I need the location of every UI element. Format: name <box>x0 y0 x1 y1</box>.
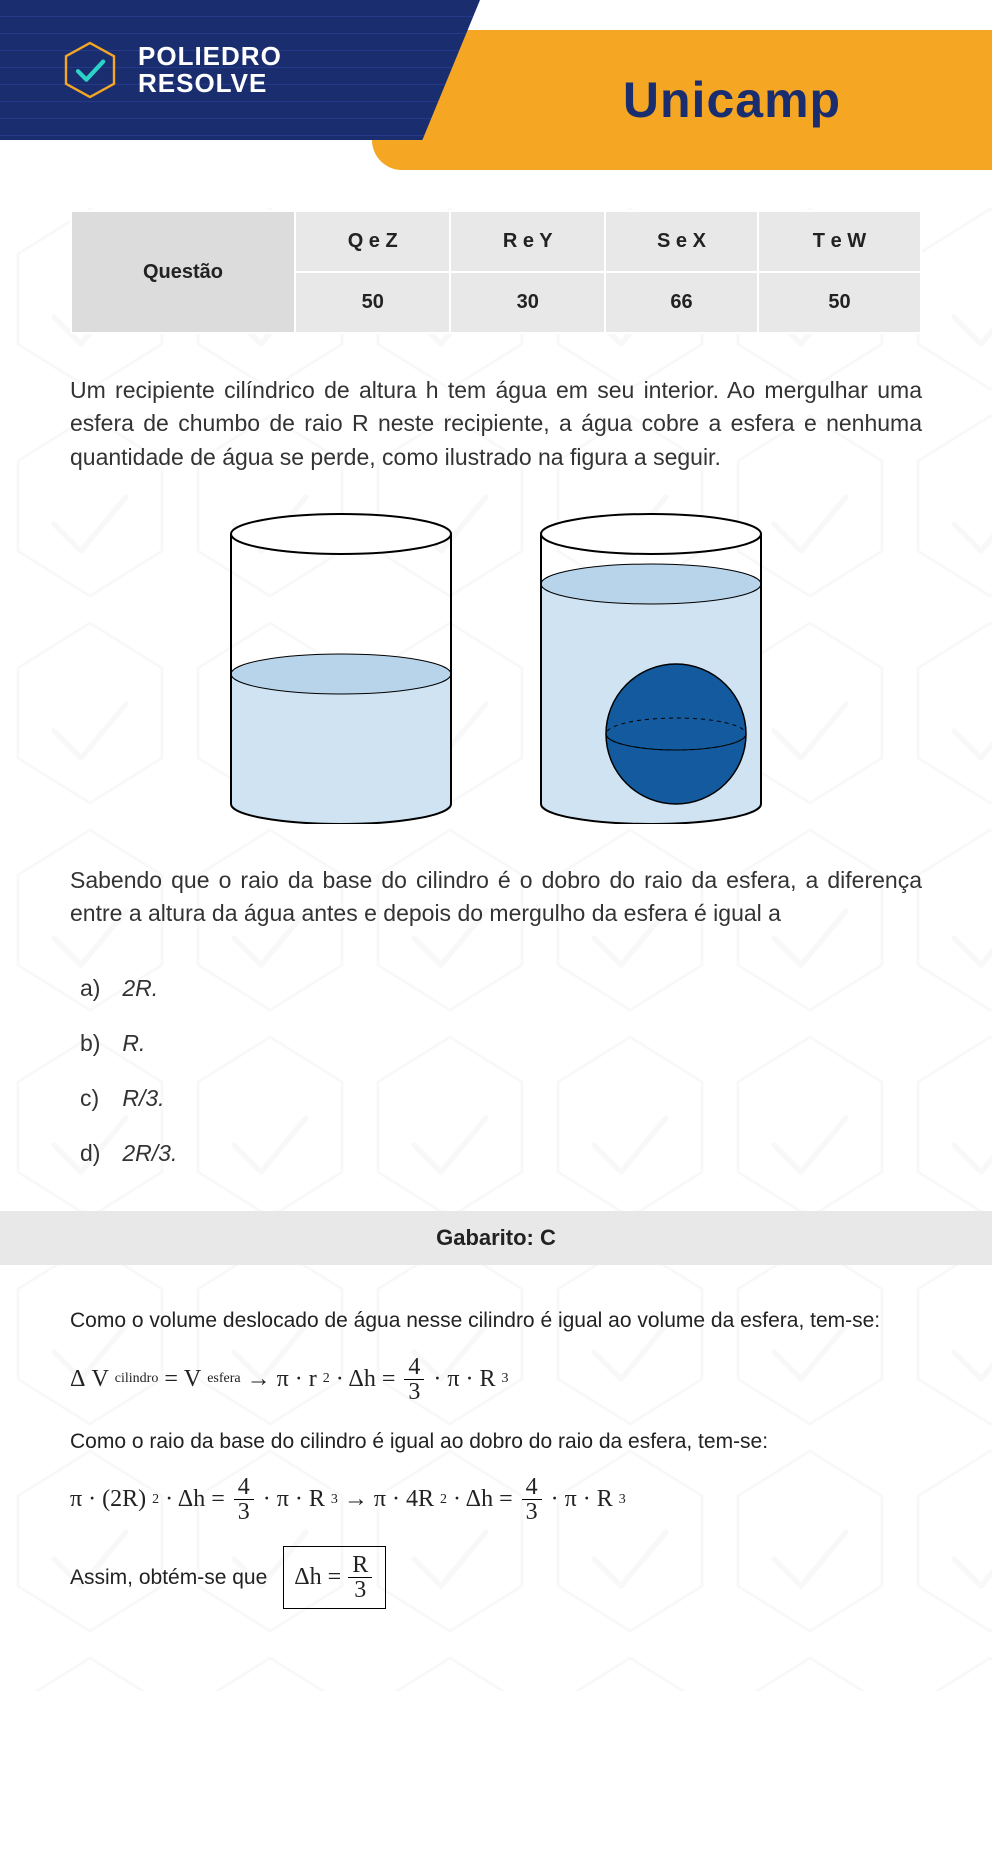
eq-sup: 2 <box>152 1492 159 1508</box>
alt-text: 2R. <box>122 975 158 1001</box>
header-orange-panel: Unicamp <box>372 30 992 170</box>
table-header: T e W <box>758 211 921 272</box>
table-header: Q e Z <box>295 211 450 272</box>
alt-text: 2R/3. <box>122 1140 177 1166</box>
eq-frac: 43 <box>522 1475 542 1524</box>
table-value: 66 <box>605 272 758 333</box>
cylinder-before-icon <box>216 504 466 824</box>
alt-label: c) <box>80 1071 116 1126</box>
alternative-d: d) 2R/3. <box>80 1126 922 1181</box>
cylinder-after-icon <box>526 504 776 824</box>
eq-token: = <box>164 1366 178 1393</box>
solution-block: Como o volume deslocado de água nesse ci… <box>70 1305 922 1609</box>
eq-sup: 3 <box>331 1492 338 1508</box>
eq-sub: cilindro <box>115 1371 159 1387</box>
alternative-a: a) 2R. <box>80 961 922 1016</box>
eq-token: · π · R <box>433 1366 495 1393</box>
table-value: 50 <box>295 272 450 333</box>
eq-den: 3 <box>234 1500 254 1524</box>
table-header: S e X <box>605 211 758 272</box>
solution-p1: Como o volume deslocado de água nesse ci… <box>70 1305 922 1337</box>
table-row-label: Questão <box>71 211 295 333</box>
eq-frac: 43 <box>404 1355 424 1404</box>
solution-p2: Como o raio da base do cilindro é igual … <box>70 1426 922 1458</box>
alt-text: R/3. <box>122 1085 164 1111</box>
alt-label: a) <box>80 961 116 1016</box>
eq-token: V <box>91 1366 108 1393</box>
boxed-answer: Δh = R3 <box>283 1546 386 1609</box>
eq-num: R <box>348 1553 372 1578</box>
logo-line2: RESOLVE <box>138 70 282 97</box>
eq-frac: 43 <box>234 1475 254 1524</box>
question-statement: Um recipiente cilíndrico de altura h tem… <box>70 374 922 474</box>
eq-token: V <box>184 1366 201 1393</box>
equation-1: ΔVcilindro = Vesfera → π · r2 · Δh = 43 … <box>70 1355 922 1404</box>
eq-sup: 2 <box>323 1371 330 1387</box>
eq-num: 4 <box>404 1355 424 1380</box>
alt-label: b) <box>80 1016 116 1071</box>
question-post-text: Sabendo que o raio da base do cilindro é… <box>70 864 922 931</box>
logo-line1: POLIEDRO <box>138 43 282 70</box>
eq-token: · Δh = <box>165 1486 225 1513</box>
eq-token: · π · R <box>263 1486 325 1513</box>
eq-token: Δh = <box>294 1564 341 1591</box>
eq-token: π · 4R <box>374 1486 434 1513</box>
eq-token: Δ <box>70 1366 85 1393</box>
eq-num: 4 <box>522 1475 542 1500</box>
brand-unicamp: Unicamp <box>623 71 841 129</box>
alternative-c: c) R/3. <box>80 1071 922 1126</box>
page-header: POLIEDRO RESOLVE Unicamp <box>0 0 992 170</box>
logo-text: POLIEDRO RESOLVE <box>138 43 282 98</box>
poliedro-logo-icon <box>60 40 120 100</box>
eq-den: 3 <box>404 1380 424 1404</box>
eq-sup: 3 <box>502 1371 509 1387</box>
solution-conclusion: Assim, obtém-se que Δh = R3 <box>70 1546 922 1609</box>
eq-token: π · (2R) <box>70 1486 146 1513</box>
alt-text: R. <box>122 1030 145 1056</box>
eq-token: π · r <box>277 1366 317 1393</box>
eq-sup: 3 <box>619 1492 626 1508</box>
eq-token: · Δh = <box>453 1486 513 1513</box>
eq-sub: esfera <box>207 1371 240 1387</box>
eq-num: 4 <box>234 1475 254 1500</box>
table-value: 50 <box>758 272 921 333</box>
content-area: Questão Q e Z R e Y S e X T e W 50 30 66… <box>0 170 992 1691</box>
eq-den: 3 <box>350 1578 370 1602</box>
solution-p3: Assim, obtém-se que <box>70 1566 267 1590</box>
header-blue-panel: POLIEDRO RESOLVE <box>0 0 480 140</box>
eq-token: · π · R <box>551 1486 613 1513</box>
eq-den: 3 <box>522 1500 542 1524</box>
eq-token: → <box>344 1486 368 1513</box>
equation-2: π · (2R)2 · Δh = 43 · π · R3 → π · 4R2 ·… <box>70 1475 922 1524</box>
alternative-b: b) R. <box>80 1016 922 1071</box>
eq-token: · Δh = <box>336 1366 396 1393</box>
table-header: R e Y <box>450 211 605 272</box>
alternatives-list: a) 2R. b) R. c) R/3. d) 2R/3. <box>80 961 922 1182</box>
question-mapping-table: Questão Q e Z R e Y S e X T e W 50 30 66… <box>70 210 922 334</box>
alt-label: d) <box>80 1126 116 1181</box>
eq-sup: 2 <box>440 1492 447 1508</box>
table-value: 30 <box>450 272 605 333</box>
answer-key-banner: Gabarito: C <box>0 1211 992 1265</box>
question-figure <box>70 504 922 824</box>
eq-frac: R3 <box>348 1553 372 1602</box>
eq-token: → <box>247 1366 271 1393</box>
